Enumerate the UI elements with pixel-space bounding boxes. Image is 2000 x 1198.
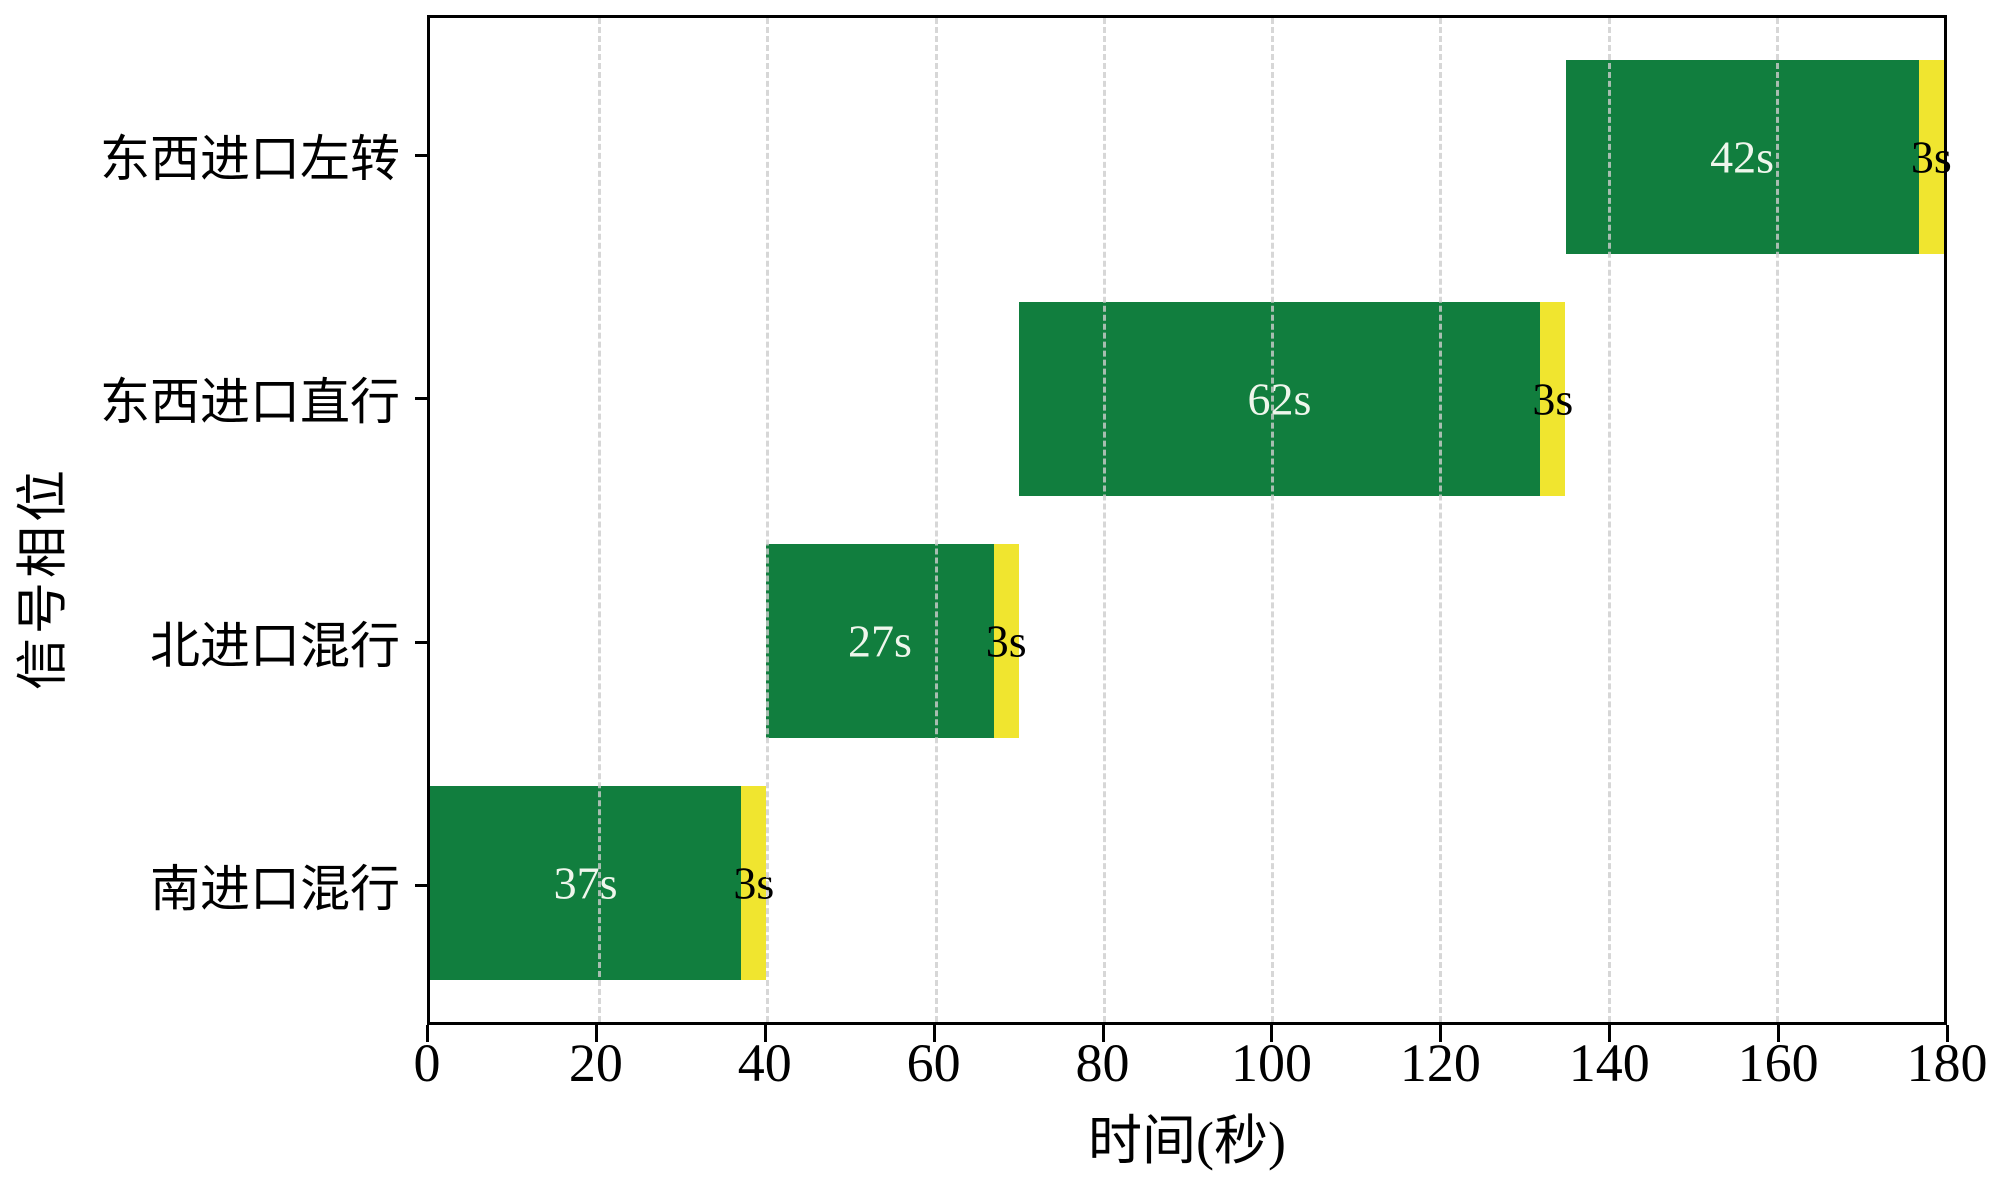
- phase-bar: 27s 3s: [430, 544, 1944, 738]
- x-axis-tick-mark: [1608, 1025, 1612, 1042]
- x-axis-tick-mark: [594, 1025, 598, 1042]
- phase-bar: 62s 3s: [430, 302, 1944, 496]
- phase-bar: 42s 3s: [430, 60, 1952, 254]
- vertical-gridline: [1102, 18, 1106, 1022]
- vertical-gridline: [1775, 18, 1779, 1022]
- x-axis-title: 时间(秒): [1088, 1111, 1286, 1171]
- x-axis-tick-label: 100: [1230, 1033, 1312, 1093]
- x-axis-tick-label: 40: [737, 1033, 792, 1093]
- x-axis-tick-label: 80: [1075, 1033, 1130, 1093]
- yellow-duration-label: 3s: [1910, 131, 1952, 183]
- yellow-phase-segment: 3s: [1911, 60, 1952, 254]
- vertical-gridline: [934, 18, 938, 1022]
- y-axis-tick-mark: [415, 640, 427, 644]
- y-axis-category-label: 东西进口直行: [100, 374, 400, 431]
- green-duration-label: 42s: [1710, 131, 1775, 183]
- x-axis-tick-label: 140: [1568, 1033, 1650, 1093]
- y-axis-tick-mark: [415, 397, 427, 401]
- x-axis-tick-mark: [1101, 1025, 1105, 1042]
- y-axis-tick-mark: [415, 153, 427, 157]
- vertical-gridline: [766, 18, 770, 1022]
- x-axis-tick-label: 120: [1399, 1033, 1481, 1093]
- x-axis-tick-mark: [1439, 1025, 1443, 1042]
- vertical-gridline: [1271, 18, 1275, 1022]
- x-axis-tick-mark: [1777, 1025, 1781, 1042]
- green-duration-label: 27s: [848, 615, 912, 667]
- vertical-gridline: [1439, 18, 1443, 1022]
- green-phase-segment: 37s: [430, 786, 742, 980]
- x-axis-tick-label: 0: [413, 1033, 441, 1093]
- green-phase-segment: 27s: [766, 544, 994, 738]
- x-axis-tick-mark: [426, 1025, 429, 1042]
- x-axis-tick-label: 160: [1737, 1033, 1819, 1093]
- yellow-duration-label: 3s: [985, 615, 1027, 667]
- phase-bar: 37s 3s: [430, 786, 1944, 980]
- y-axis-category-label: 东西进口左转: [100, 130, 400, 187]
- x-axis-tick-mark: [932, 1025, 936, 1042]
- green-phase-segment: 42s: [1565, 60, 1919, 254]
- yellow-phase-segment: 3s: [733, 786, 774, 980]
- x-axis-tick-label: 60: [906, 1033, 961, 1093]
- yellow-duration-label: 3s: [1532, 373, 1574, 425]
- green-duration-label: 62s: [1247, 373, 1312, 425]
- x-axis-tick-label: 180: [1906, 1033, 1988, 1093]
- y-axis-tick-mark: [415, 884, 427, 888]
- x-axis-tick-mark: [1946, 1025, 1949, 1042]
- y-axis-category-label: 北进口混行: [150, 617, 400, 674]
- x-axis-tick-label: 20: [568, 1033, 623, 1093]
- x-axis-tick-mark: [763, 1025, 767, 1042]
- green-duration-label: 37s: [553, 857, 618, 909]
- vertical-gridline: [598, 18, 602, 1022]
- vertical-gridline: [1607, 18, 1611, 1022]
- y-axis-category-label: 南进口混行: [150, 861, 400, 918]
- green-phase-segment: 62s: [1018, 302, 1541, 496]
- x-axis-tick-mark: [1270, 1025, 1274, 1042]
- yellow-phase-segment: 3s: [1532, 302, 1573, 496]
- yellow-phase-segment: 3s: [986, 544, 1027, 738]
- plot-area: 42s 3s 62s 3s 27s 3s 37s 3s: [427, 15, 1952, 1025]
